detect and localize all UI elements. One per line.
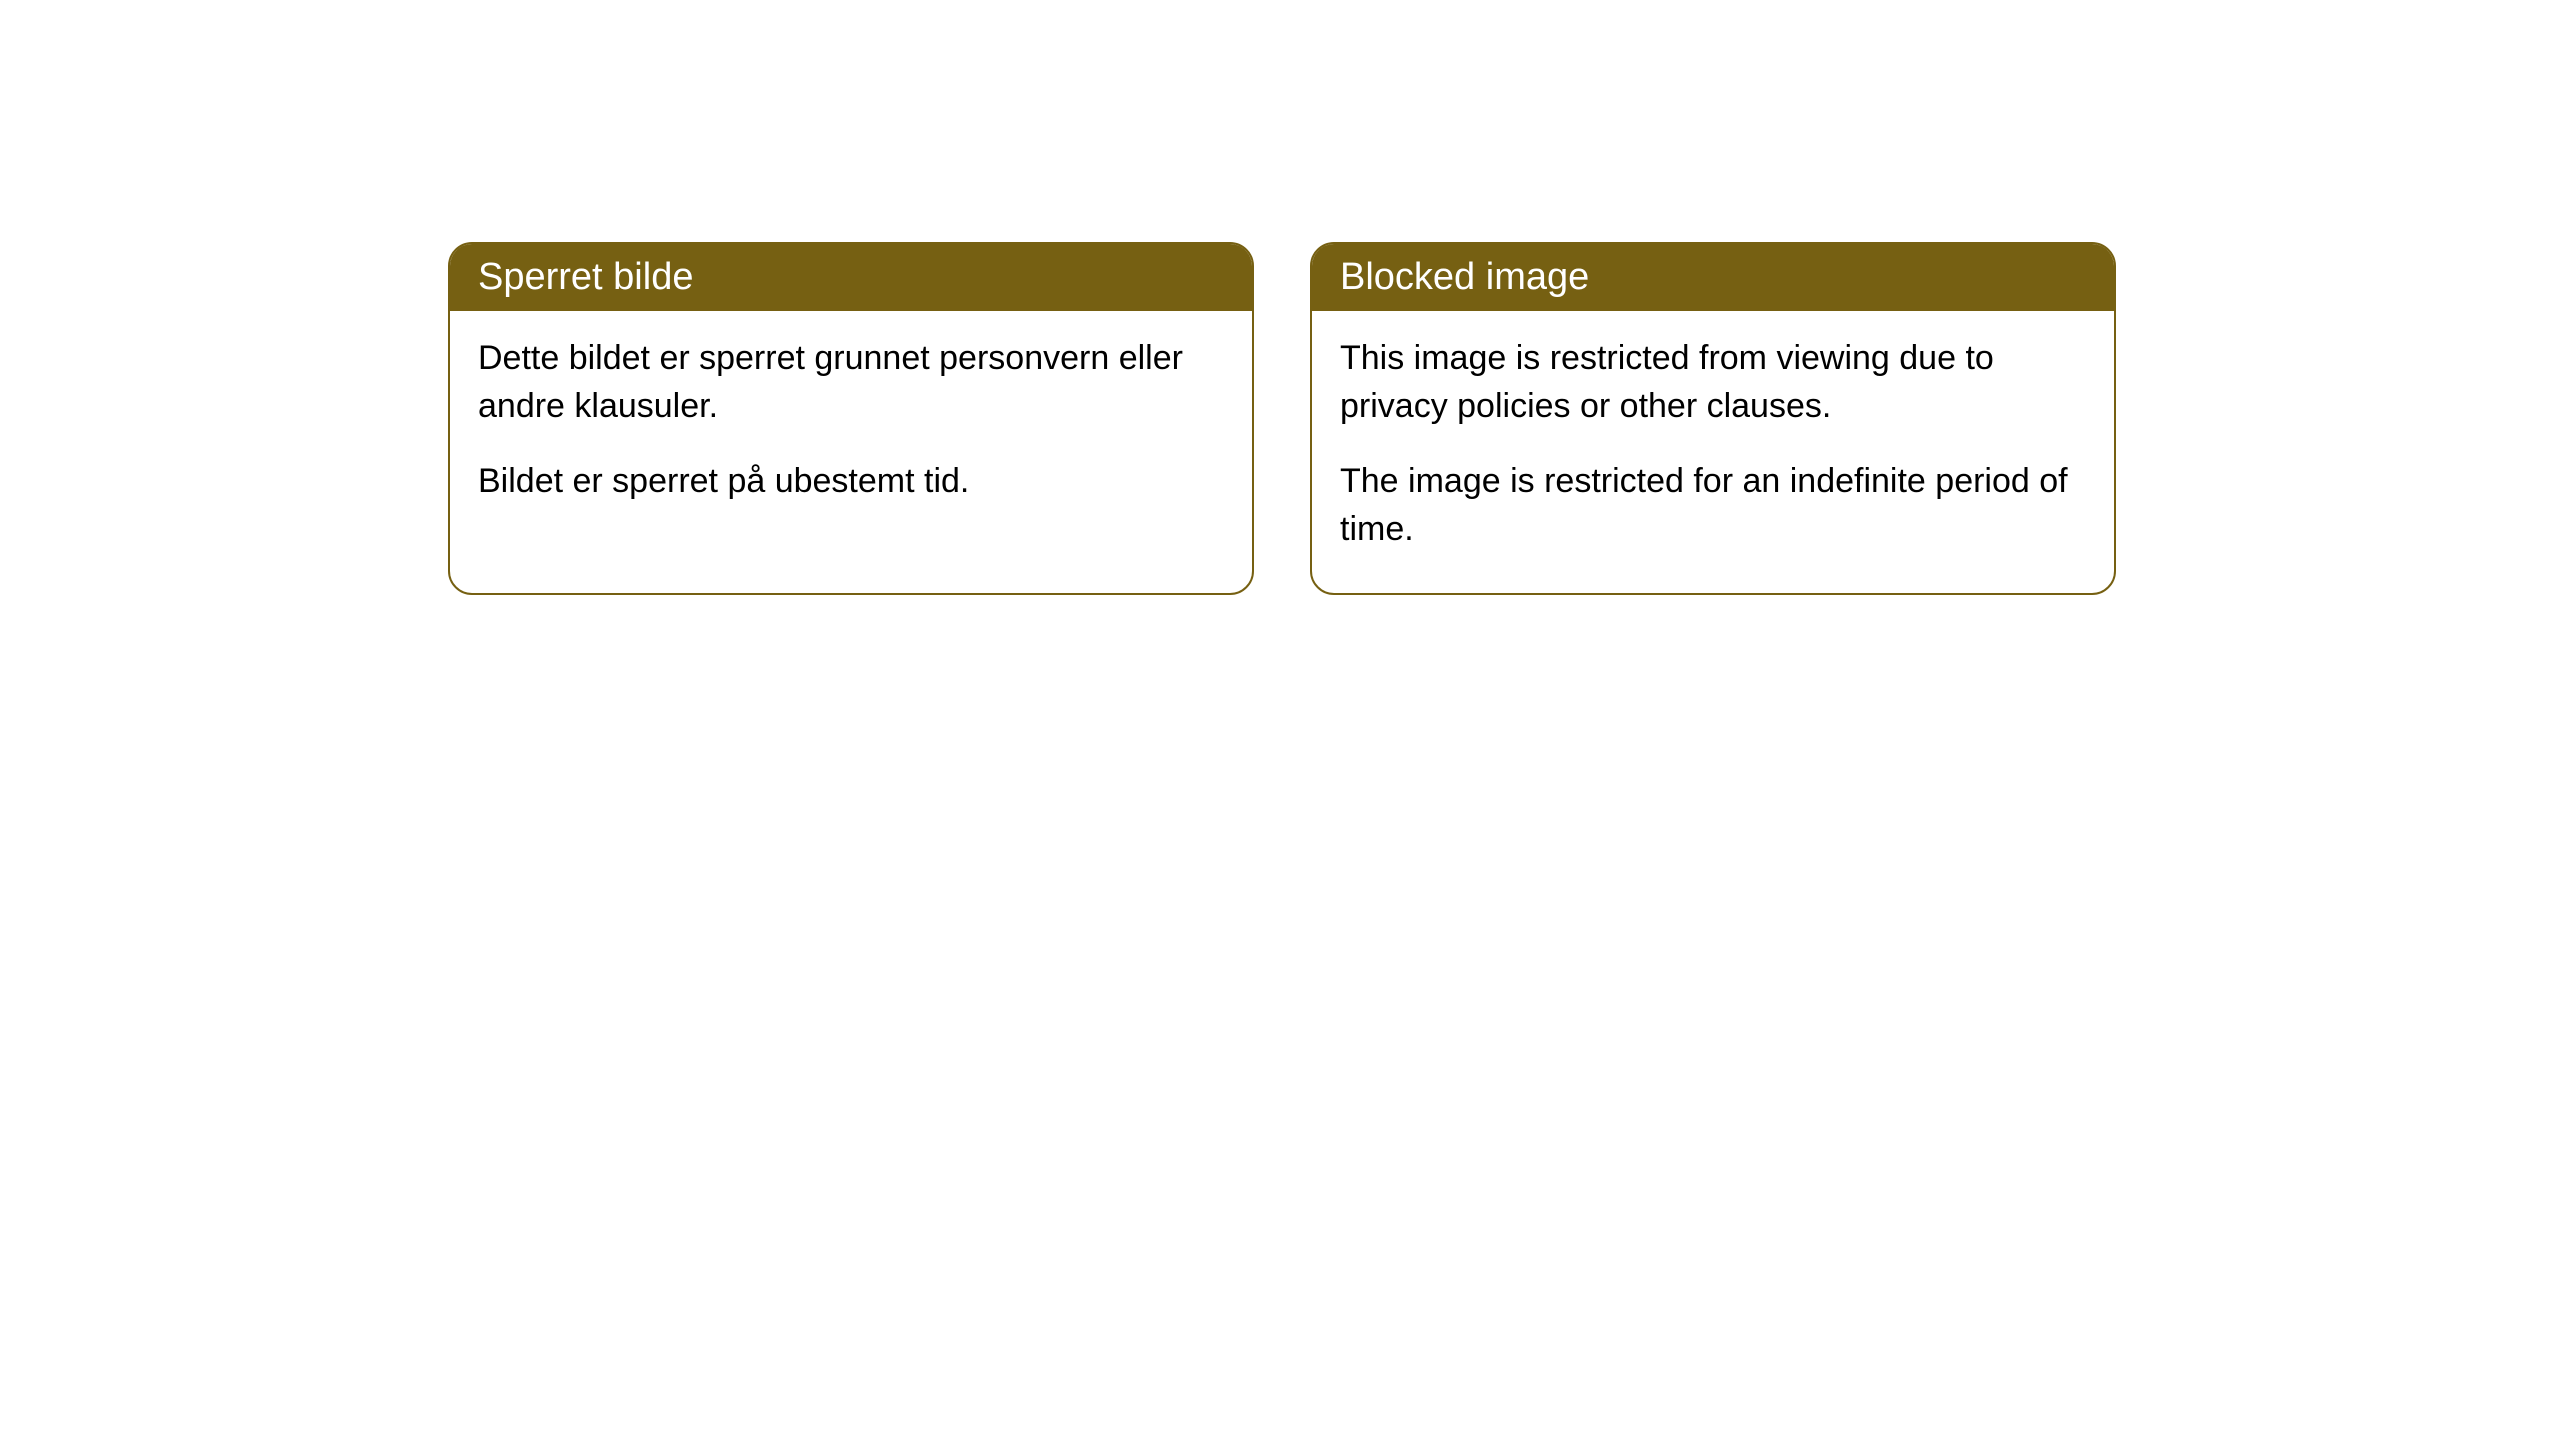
card-title: Sperret bilde [478, 256, 693, 298]
blocked-image-card-english: Blocked image This image is restricted f… [1310, 242, 2116, 595]
card-paragraph: This image is restricted from viewing du… [1340, 335, 2086, 430]
card-header: Blocked image [1312, 244, 2114, 311]
card-title: Blocked image [1340, 256, 1589, 298]
card-header: Sperret bilde [450, 244, 1252, 311]
card-paragraph: Dette bildet er sperret grunnet personve… [478, 335, 1224, 430]
blocked-image-card-norwegian: Sperret bilde Dette bildet er sperret gr… [448, 242, 1254, 595]
notice-cards-container: Sperret bilde Dette bildet er sperret gr… [448, 242, 2116, 595]
card-paragraph: The image is restricted for an indefinit… [1340, 458, 2086, 553]
card-paragraph: Bildet er sperret på ubestemt tid. [478, 458, 1224, 506]
card-body: Dette bildet er sperret grunnet personve… [450, 311, 1252, 546]
card-body: This image is restricted from viewing du… [1312, 311, 2114, 593]
